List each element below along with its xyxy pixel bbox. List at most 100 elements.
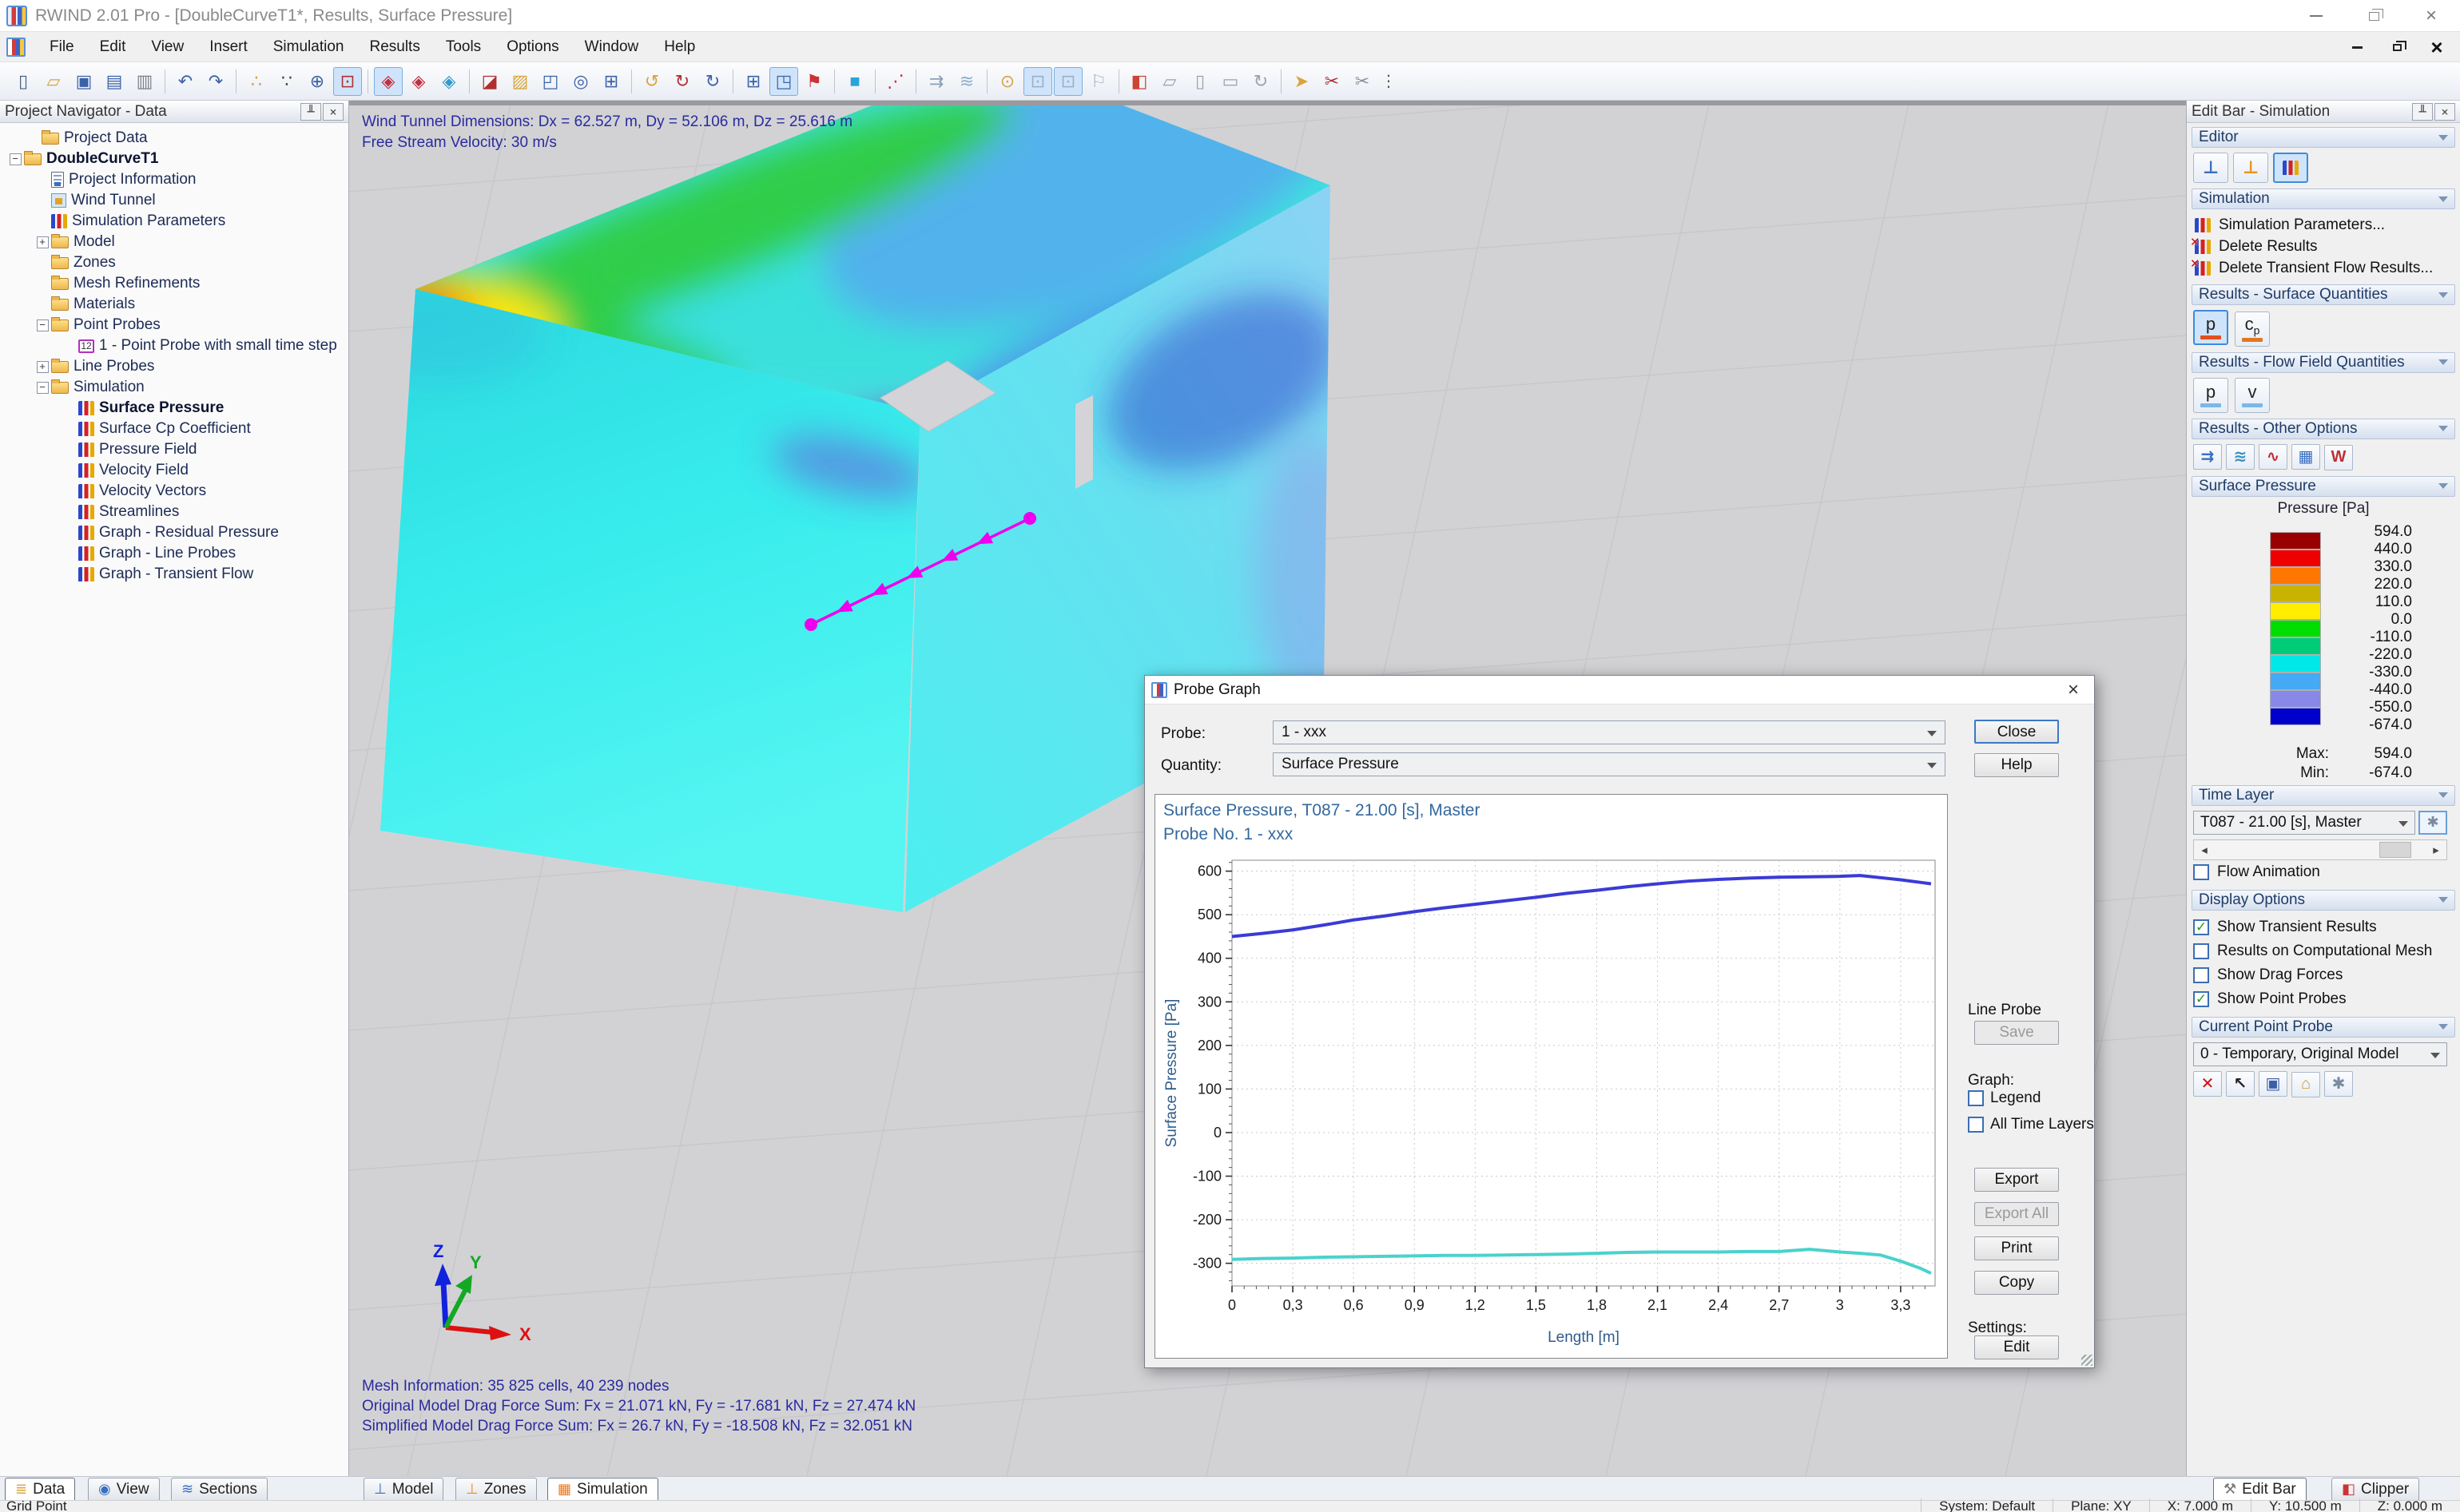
menu-item-delete-results[interactable]: ✕ Delete Results xyxy=(2190,236,2454,257)
tree-item-streamlines[interactable]: Streamlines xyxy=(0,502,348,522)
group-header-simulation[interactable]: Simulation xyxy=(2192,189,2455,209)
flow-arrows-button[interactable]: ⇉ xyxy=(922,67,951,96)
new-file-button[interactable]: ▯ xyxy=(9,67,38,96)
mdi-restore-button[interactable] xyxy=(2379,35,2415,59)
collapse-icon[interactable]: − xyxy=(9,153,22,165)
tab-simulation[interactable]: ▦ Simulation xyxy=(547,1478,658,1500)
fit-view-button[interactable]: ⊞ xyxy=(597,67,626,96)
minimize-button[interactable] xyxy=(2287,0,2345,32)
section-plane-button[interactable]: ◪ xyxy=(475,67,504,96)
tab-sections[interactable]: ≋ Sections xyxy=(171,1478,268,1500)
probe-panel-2-button[interactable]: ⊡ xyxy=(1054,66,1083,96)
graph-option-button[interactable]: ∿ xyxy=(2259,443,2287,470)
probe-tag-button[interactable]: ⚐ xyxy=(1084,67,1113,96)
group-header-editor[interactable]: Editor xyxy=(2192,127,2455,148)
print-button[interactable]: ▥ xyxy=(130,67,159,96)
tree-item-project-data[interactable]: Project Data xyxy=(0,128,348,149)
panel-close-icon[interactable]: × xyxy=(323,102,344,121)
panel-close-icon[interactable]: × xyxy=(2434,102,2455,121)
menu-item-results[interactable]: Results xyxy=(369,38,420,55)
face-front-button[interactable]: ▭ xyxy=(1216,67,1245,96)
close-dialog-button[interactable]: Close xyxy=(1974,720,2059,744)
tree-item-project-information[interactable]: Project Information xyxy=(0,169,348,190)
line-probe[interactable] xyxy=(805,512,1036,631)
rotate-reset-button[interactable]: ↻ xyxy=(698,67,727,96)
time-layer-select[interactable]: T087 - 21.00 [s], Master xyxy=(2193,810,2415,835)
point-probe-tool-button[interactable]: ∴ xyxy=(242,67,271,96)
face-rotate-button[interactable]: ↻ xyxy=(1246,67,1275,96)
tree-item-graph-transient-flow[interactable]: Graph - Transient Flow xyxy=(0,564,348,585)
corner-view-button[interactable]: ◰ xyxy=(536,67,565,96)
tab-zones[interactable]: ⊥ Zones xyxy=(455,1478,537,1500)
tree-item-graph-line-probes[interactable]: Graph - Line Probes xyxy=(0,543,348,564)
tree-item-doublecurvet1[interactable]: − DoubleCurveT1 xyxy=(0,149,348,169)
scroll-left-icon[interactable]: ◂ xyxy=(2201,843,2208,857)
flag-button[interactable]: ⚑ xyxy=(800,67,829,96)
report-option-button[interactable]: W xyxy=(2324,444,2353,470)
all-time-layers-checkbox-row[interactable]: All Time Layers xyxy=(1968,1116,2094,1133)
save-probe-button[interactable]: ▣ xyxy=(2259,1070,2287,1097)
menu-item-help[interactable]: Help xyxy=(664,38,696,55)
tree-item-point-probes[interactable]: − Point Probes xyxy=(0,315,348,335)
collapse-icon[interactable]: − xyxy=(36,319,49,331)
tree-item-velocity-vectors[interactable]: Velocity Vectors xyxy=(0,481,348,502)
mdi-close-button[interactable]: × xyxy=(2418,35,2455,59)
undo-button[interactable]: ↶ xyxy=(171,67,200,96)
menu-item-edit[interactable]: Edit xyxy=(99,38,126,55)
clip-cut-button[interactable]: ✂ xyxy=(1317,67,1346,96)
print-preview-button[interactable]: ▤ xyxy=(100,67,129,96)
mdi-minimize-button[interactable] xyxy=(2339,35,2375,59)
tree-item-model[interactable]: + Model xyxy=(0,232,348,252)
section-surface-button[interactable]: ▨ xyxy=(506,67,535,96)
save-line-probe-button[interactable]: Save xyxy=(1974,1021,2059,1045)
face-left-button[interactable]: ▯ xyxy=(1186,67,1214,96)
pick-probe-button[interactable]: ↖ xyxy=(2226,1070,2255,1097)
tree-item-wind-tunnel[interactable]: Wind Tunnel xyxy=(0,190,348,211)
quantity-select[interactable]: Surface Pressure xyxy=(1273,752,1945,776)
tree-item-materials[interactable]: Materials xyxy=(0,294,348,315)
legend-checkbox-row[interactable]: Legend xyxy=(1968,1089,2041,1107)
flow-animation-row[interactable]: Flow Animation xyxy=(2193,860,2320,884)
restore-button[interactable] xyxy=(2345,0,2402,32)
probe-marker-button[interactable]: ⊙ xyxy=(993,67,1022,96)
collapse-icon[interactable]: − xyxy=(36,381,49,394)
expand-icon[interactable]: + xyxy=(36,360,49,373)
show-point-probes-checkbox[interactable]: ✓ xyxy=(2193,990,2209,1007)
open-file-button[interactable]: ▱ xyxy=(39,67,68,96)
print-button[interactable]: Print xyxy=(1974,1236,2059,1260)
editor-simulation-button[interactable] xyxy=(2273,153,2308,183)
flow-velocity-quantity-button[interactable]: v xyxy=(2235,377,2270,413)
zone-frame-button[interactable]: ⊡ xyxy=(333,66,362,96)
menu-item-tools[interactable]: Tools xyxy=(445,38,482,55)
editor-model-button[interactable]: ⊥ xyxy=(2193,153,2228,183)
legend-checkbox[interactable] xyxy=(1968,1090,1984,1106)
group-header-display-options[interactable]: Display Options xyxy=(2192,889,2455,911)
scrollbar-thumb[interactable] xyxy=(2379,841,2411,858)
menu-item-window[interactable]: Window xyxy=(584,38,639,55)
menu-item-simulation[interactable]: Simulation xyxy=(272,38,344,55)
tab-edit-bar[interactable]: ⚒ Edit Bar xyxy=(2213,1478,2307,1500)
surface-cp-quantity-button[interactable]: cp xyxy=(2235,311,2270,347)
delete-probe-button[interactable]: ✕ xyxy=(2193,1070,2222,1097)
point-probe-edit-button[interactable]: ∵ xyxy=(272,67,301,96)
group-header-time-layer[interactable]: Time Layer xyxy=(2192,784,2455,806)
dialog-title-bar[interactable]: Probe Graph × xyxy=(1145,676,2094,704)
select-edit-button[interactable]: ➤ xyxy=(1287,67,1316,96)
show-drag-forces-checkbox[interactable] xyxy=(2193,966,2209,983)
wireframe-button[interactable]: ⊞ xyxy=(739,67,768,96)
menu-item-insert[interactable]: Insert xyxy=(209,38,248,55)
tab-view[interactable]: ◉ View xyxy=(88,1478,160,1500)
dialog-close-button[interactable]: × xyxy=(2056,677,2091,703)
show-transient-results-row[interactable]: ✓ Show Transient Results xyxy=(2193,915,2454,939)
crosshair-button[interactable]: ⊕ xyxy=(303,67,332,96)
tree-item-1-point-probe-with-small-time-step[interactable]: 12 1 - Point Probe with small time step xyxy=(0,335,348,356)
show-drag-forces-row[interactable]: Show Drag Forces xyxy=(2193,963,2454,987)
results-on-computational-mesh-checkbox[interactable] xyxy=(2193,943,2209,959)
probe-on-surface-button[interactable]: ⌂ xyxy=(2291,1071,2320,1097)
time-layer-scrollbar[interactable]: ◂ ▸ xyxy=(2193,839,2447,860)
group-header-surface-pressure[interactable]: Surface Pressure xyxy=(2192,475,2455,497)
tab-data[interactable]: ≣ Data xyxy=(5,1478,76,1500)
save-button[interactable]: ▣ xyxy=(70,67,98,96)
probe-settings-button[interactable]: ✱ xyxy=(2324,1070,2353,1097)
surface-pressure-quantity-button[interactable]: p xyxy=(2193,310,2228,345)
